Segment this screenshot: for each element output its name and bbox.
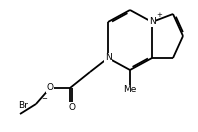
- Text: Me: Me: [123, 86, 137, 95]
- Text: N: N: [149, 18, 155, 27]
- Text: N: N: [105, 53, 111, 62]
- Text: +: +: [156, 12, 162, 18]
- Text: −: −: [41, 96, 47, 102]
- Text: O: O: [47, 84, 53, 93]
- Text: O: O: [69, 103, 75, 112]
- Text: Br: Br: [18, 100, 28, 110]
